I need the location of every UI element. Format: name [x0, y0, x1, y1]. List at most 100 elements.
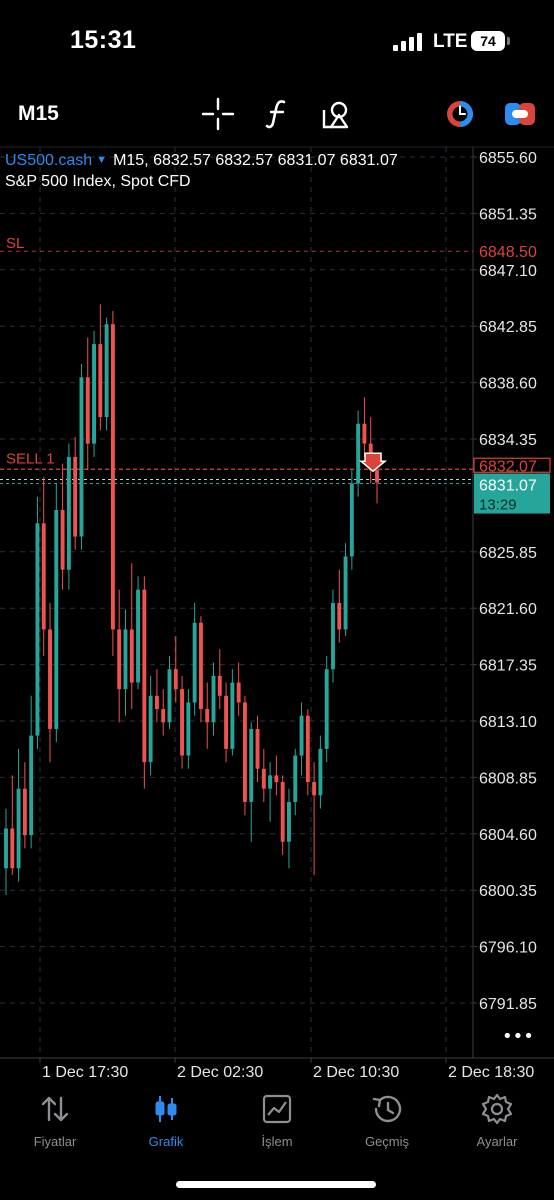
timeframe-button[interactable]: M15	[18, 102, 59, 125]
candle-body	[16, 788, 21, 869]
trade-icon[interactable]	[502, 96, 538, 132]
tab-label: Geçmiş	[364, 1134, 410, 1149]
sl-price-label: 6848.50	[479, 244, 537, 261]
candle-body	[343, 556, 348, 630]
candle-body	[29, 735, 34, 836]
price-tick-label: 6838.60	[479, 376, 537, 393]
candle-body	[161, 709, 166, 723]
theme-icon[interactable]	[442, 96, 478, 132]
candle-body	[217, 675, 222, 696]
quotes-icon	[41, 1096, 69, 1122]
candle-body	[123, 629, 128, 690]
price-tick-label: 6842.85	[479, 319, 537, 336]
candle-body	[60, 509, 65, 570]
tab-islem[interactable]: İşlem	[222, 1092, 332, 1149]
candles	[4, 304, 379, 895]
crosshair-icon[interactable]	[200, 96, 236, 132]
objects-icon[interactable]	[318, 96, 354, 132]
candle-body	[180, 689, 185, 756]
price-tick-label: 6825.85	[479, 545, 537, 562]
tab-gecmis[interactable]: Geçmiş	[332, 1092, 442, 1149]
network-type: LTE	[433, 31, 468, 52]
markers: •••	[358, 452, 534, 1047]
candle-body	[22, 788, 27, 836]
chart-candles-icon	[155, 1096, 177, 1122]
more-menu-icon[interactable]: •••	[502, 1026, 534, 1047]
price-tick-label: 6796.10	[479, 940, 537, 957]
candle-body	[318, 748, 323, 796]
candle-body	[98, 344, 103, 418]
function-icon[interactable]	[260, 96, 296, 132]
candle-body	[35, 523, 40, 736]
candle-body	[54, 509, 59, 729]
price-tick-label: 6808.85	[479, 770, 537, 787]
sell-price-tag	[473, 457, 551, 473]
tab-ayarlar[interactable]: Ayarlar	[442, 1092, 552, 1149]
symbol-button[interactable]: US500.cash	[5, 152, 93, 169]
chart-toolbar: M15	[0, 88, 554, 138]
tab-grafik[interactable]: Grafik	[111, 1092, 221, 1149]
candle-body	[110, 324, 115, 630]
candle-body	[136, 589, 141, 683]
settings-icon	[481, 1093, 513, 1125]
price-tick-label: 6834.35	[479, 432, 537, 449]
candle-body	[280, 782, 285, 842]
tab-label: Grafik	[148, 1134, 184, 1149]
candle-body	[274, 775, 279, 783]
tab-fiyatlar[interactable]: Fiyatlar	[0, 1092, 110, 1149]
chart-grid	[0, 146, 554, 1059]
candle-body	[167, 669, 172, 723]
symbol-dropdown-icon[interactable]: ▼	[96, 154, 108, 166]
history-icon	[372, 1095, 402, 1123]
candle-body	[205, 709, 210, 723]
candle-body	[48, 629, 52, 729]
candle-body	[186, 702, 191, 756]
candle-body	[236, 682, 241, 703]
candle-body	[85, 377, 90, 444]
symbol-description: S&P 500 Index, Spot CFD	[5, 173, 191, 190]
candle-body	[268, 775, 273, 789]
candle-body	[4, 828, 8, 869]
candle-body	[375, 470, 379, 483]
price-tick-label: 6804.60	[479, 827, 537, 844]
candle-body	[349, 483, 354, 557]
candle-body	[66, 456, 71, 570]
price-tick-label: 6800.35	[479, 883, 537, 900]
candle-body	[356, 423, 361, 484]
price-tick-label: 6791.85	[479, 996, 537, 1013]
candle-body	[129, 629, 134, 683]
price-tick-label: 6813.10	[479, 714, 537, 731]
candle-body	[41, 523, 46, 630]
price-tick-label: 6821.60	[479, 601, 537, 618]
candle-body	[305, 715, 310, 783]
sell-price-label: 6832.07	[479, 458, 537, 475]
price-tick-label: 6851.35	[479, 206, 537, 223]
candle-body	[142, 589, 147, 763]
order-lines: SL SELL 1	[0, 235, 473, 485]
candle-body	[287, 801, 291, 842]
candle-body	[79, 377, 84, 537]
current-price-label: 6831.07	[479, 478, 537, 495]
candle-body	[154, 695, 159, 710]
candle-body	[249, 728, 254, 802]
status-time: 15:31	[70, 26, 137, 54]
candle-body	[230, 682, 235, 749]
candle-body	[312, 782, 317, 796]
price-tick-label: 6847.10	[479, 263, 537, 280]
battery-cap	[507, 37, 510, 45]
price-chart[interactable]: SL SELL 1 6855.60 6851.35 6847.10 6842.85 683…	[0, 0, 554, 1085]
candle-body	[255, 728, 260, 769]
candle-body	[362, 423, 367, 444]
candle-body	[224, 695, 229, 749]
candle-body	[337, 602, 342, 630]
candle-body	[293, 755, 298, 802]
price-tick-label: 6817.35	[479, 658, 537, 675]
sl-price-tag	[474, 241, 554, 262]
time-tick-label: 2 Dec 02:30	[177, 1064, 263, 1081]
time-axis: 1 Dec 17:30 2 Dec 02:30 2 Dec 10:30 2 Dec 1…	[39, 1058, 534, 1081]
candle-body	[198, 622, 203, 710]
bar-countdown-label: 13:29	[479, 497, 517, 514]
ohlc-values: M15, 6832.57 6832.57 6831.07 6831.07	[113, 152, 398, 169]
candle-body	[173, 669, 178, 690]
candle-body	[299, 715, 304, 756]
